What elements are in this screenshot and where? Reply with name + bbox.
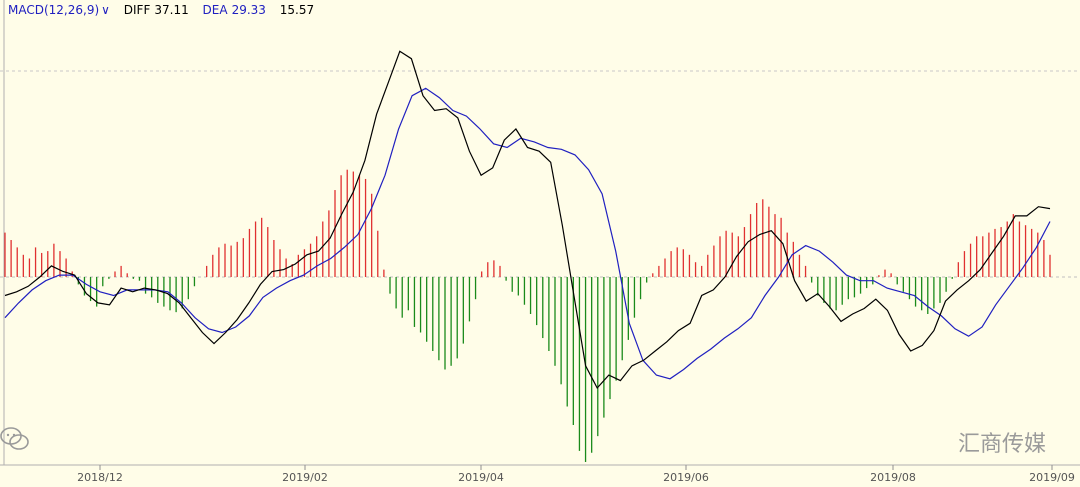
indicator-name[interactable]: MACD(12,26,9) ∨	[8, 3, 110, 17]
diff-label: DIFF	[123, 3, 151, 17]
x-tick-label: 2019/09	[1029, 471, 1075, 484]
chevron-down-icon[interactable]: ∨	[101, 3, 110, 17]
diff-value: 37.11	[154, 3, 189, 17]
x-tick-label: 2019/08	[870, 471, 916, 484]
wechat-icon	[0, 427, 29, 450]
diff-line	[4, 50, 1051, 390]
x-tick-label: 2019/02	[282, 471, 328, 484]
x-tick-label: 2019/06	[663, 471, 709, 484]
x-tick-label: 2018/12	[77, 471, 123, 484]
indicator-legend: MACD(12,26,9) ∨ DIFF 37.11 DEA 29.33 15.57	[8, 2, 324, 18]
dea-line	[4, 87, 1051, 380]
watermark-text: 汇商传媒	[957, 432, 1046, 457]
x-tick-label: 2019/04	[458, 471, 504, 484]
dea-value: 29.33	[231, 3, 266, 17]
dea-label: DEA	[202, 3, 228, 17]
macd-value: 15.57	[279, 3, 315, 17]
